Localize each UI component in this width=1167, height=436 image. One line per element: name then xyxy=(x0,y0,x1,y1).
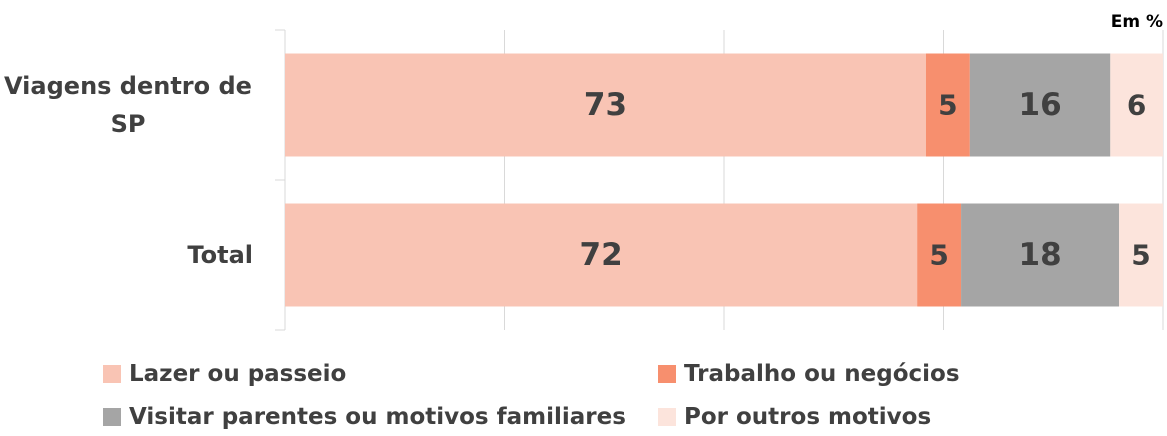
value-label: 16 xyxy=(1019,87,1062,123)
bar-segment xyxy=(285,53,926,157)
bar-segment xyxy=(961,203,1120,307)
legend-swatch xyxy=(658,408,676,426)
legend-label: Por outros motivos xyxy=(684,404,932,430)
legend-label: Trabalho ou negócios xyxy=(684,361,960,387)
category-text: Total xyxy=(187,241,253,269)
bar-segment xyxy=(969,53,1111,157)
legend-item: Por outros motivos xyxy=(658,404,931,430)
unit-label: Em % xyxy=(1110,12,1163,32)
category-label: Viagens dentro de SP xyxy=(3,67,253,143)
value-label: 6 xyxy=(1127,89,1146,122)
category-label: Total xyxy=(3,236,253,274)
bar-segment xyxy=(1119,203,1163,307)
bar-segment xyxy=(917,203,962,307)
legend-swatch xyxy=(658,365,676,383)
value-label: 18 xyxy=(1019,237,1062,273)
legend-label: Lazer ou passeio xyxy=(129,361,347,387)
legend-swatch xyxy=(103,408,121,426)
value-label: 5 xyxy=(929,239,948,272)
value-label: 72 xyxy=(580,237,623,273)
legend-swatch xyxy=(103,365,121,383)
bar-segment xyxy=(1110,53,1163,157)
legend-item: Lazer ou passeio xyxy=(103,361,346,387)
bar-segment xyxy=(925,53,970,157)
bar-segment xyxy=(285,203,918,307)
legend-label: Visitar parentes ou motivos familiares xyxy=(129,404,626,430)
value-label: 5 xyxy=(938,89,957,122)
value-label: 73 xyxy=(584,87,627,123)
value-label: 5 xyxy=(1131,239,1150,272)
legend-item: Visitar parentes ou motivos familiares xyxy=(103,404,626,430)
legend-item: Trabalho ou negócios xyxy=(658,361,960,387)
category-text: Viagens dentro de SP xyxy=(4,72,252,138)
